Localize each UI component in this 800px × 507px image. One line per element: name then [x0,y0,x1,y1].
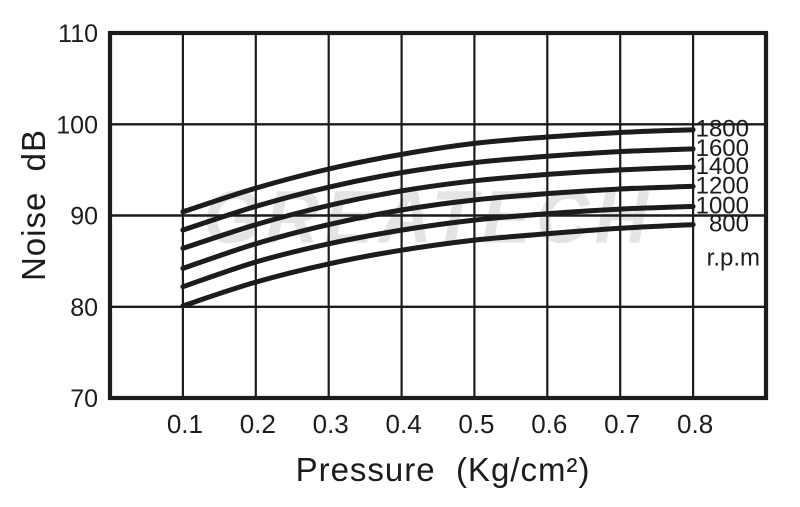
x-tick-label: 0.3 [313,409,349,439]
plot-border [107,30,769,401]
series-label-1400: 1400 [696,153,749,180]
noise-curve-1600 [180,146,696,233]
y-tick-label: 110 [58,20,98,48]
x-tick-label: 0.8 [677,409,713,439]
x-tick-label: 0.2 [240,409,276,439]
series-label-1000: 1000 [696,192,749,219]
noise-curve-1800 [180,127,696,215]
series-label-800: 800 [709,211,749,238]
rpm-unit-label: r.p.m [707,245,760,272]
y-tick-label: 70 [70,385,98,413]
y-tick-label: 90 [70,203,98,231]
x-tick-label: 0.5 [458,409,494,439]
series-label-1200: 1200 [696,172,749,199]
y-tick-label: 100 [56,111,98,139]
y-tick-label: 80 [70,294,98,322]
x-tick-label: 0.6 [531,409,567,439]
x-axis-title: Pressure (Kg/cm²) [295,451,591,488]
y-axis-title: Noise dB [15,128,52,282]
x-tick-label: 0.4 [386,409,422,439]
noise-curve-1000 [180,203,696,290]
series-label-1600: 1600 [696,135,749,162]
noise-curve-1400 [180,164,696,251]
x-tick-label: 0.7 [604,409,640,439]
x-tick-label: 0.1 [167,409,203,439]
series-label-1800: 1800 [696,116,749,143]
noise-curve-1200 [180,183,696,271]
noise-curve-800 [180,222,696,309]
